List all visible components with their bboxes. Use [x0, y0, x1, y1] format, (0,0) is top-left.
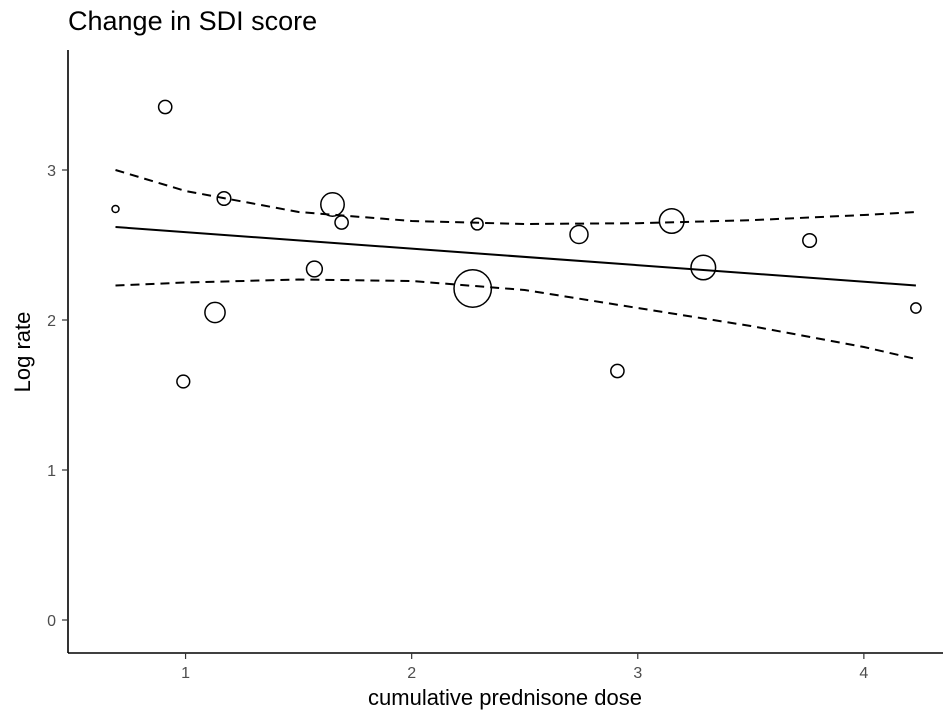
x-axis-ticks: 1 2 3 4	[181, 653, 868, 682]
y-tick-label: 0	[47, 613, 56, 630]
data-point-5	[216, 190, 232, 207]
data-point-4	[204, 301, 226, 324]
data-point-16	[910, 302, 922, 314]
plot-area	[111, 99, 922, 389]
data-point-8	[334, 215, 349, 230]
regression-line	[115, 226, 916, 287]
y-axis-title: Log rate	[10, 312, 35, 393]
data-point-15	[802, 232, 818, 249]
data-point-7	[320, 192, 345, 217]
x-tick-label: 4	[859, 665, 868, 682]
y-tick-label: 2	[47, 313, 56, 330]
x-tick-label: 2	[407, 665, 416, 682]
data-point-13	[658, 207, 685, 235]
y-tick-label: 1	[47, 463, 56, 480]
x-tick-label: 1	[181, 665, 190, 682]
ci-lower-line	[115, 278, 917, 360]
data-point-11	[569, 224, 589, 245]
x-tick-label: 3	[633, 665, 642, 682]
data-point-3	[176, 374, 191, 389]
data-point-10	[470, 217, 484, 231]
data-point-1	[111, 204, 120, 214]
y-tick-label: 3	[47, 163, 56, 180]
x-axis-title: cumulative prednisone dose	[368, 685, 642, 710]
data-point-2	[157, 99, 173, 115]
chart-title: Change in SDI score	[68, 6, 317, 36]
data-point-9	[453, 269, 493, 308]
data-point-14	[690, 254, 717, 281]
ci-upper-line	[115, 169, 916, 226]
data-point-6	[305, 260, 324, 278]
data-point-12	[610, 363, 625, 379]
y-axis-ticks: 0 1 2 3	[47, 163, 68, 630]
